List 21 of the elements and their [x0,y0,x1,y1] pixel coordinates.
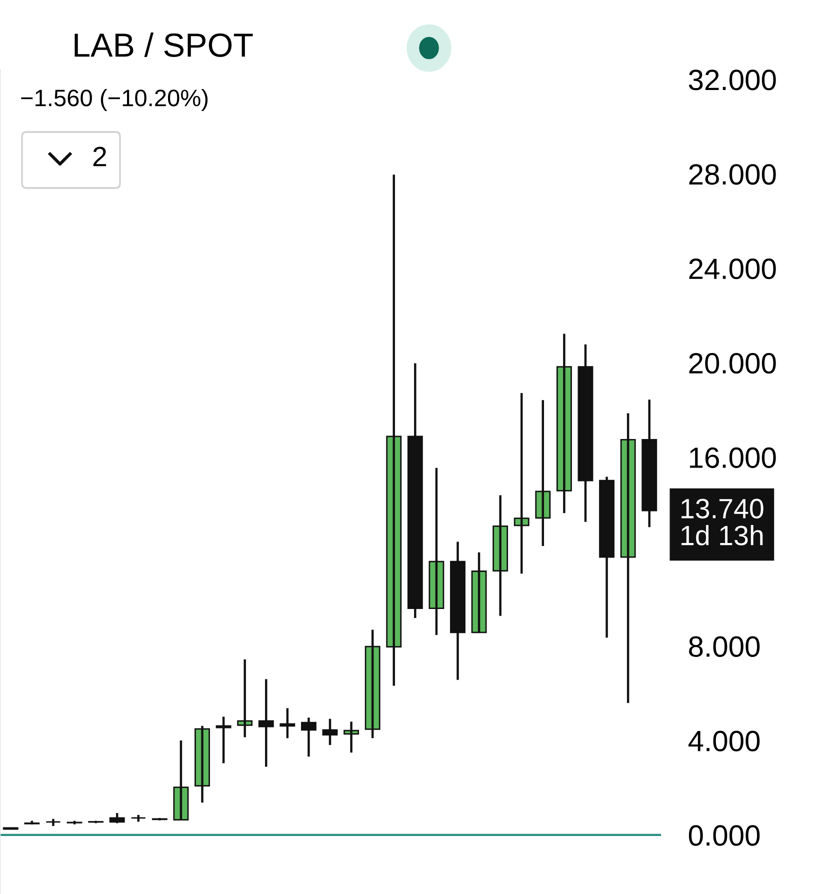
y-tick-label: 20.000 [689,352,776,374]
y-tick-label: 16.000 [690,447,776,468]
y-tick-label: 0.000 [688,825,760,846]
candlestick [237,658,253,738]
chart-title: LAB / SPOT [74,32,253,57]
candlestick [216,716,232,764]
candlestick [2,826,18,830]
candlestick [46,818,61,828]
y-tick-label: 32.000 [688,70,776,90]
text: 1d 13h [682,524,763,546]
y-tick-label: 28.000 [689,164,776,185]
candlestick [258,678,274,768]
text: 13.740 [682,498,764,518]
y-tick-label: 24.000 [689,258,776,280]
y-tick-label: 8.000 [689,636,760,657]
y-tick-label: 4.000 [688,730,760,752]
candlestick [24,820,40,826]
text: −1.560 (−10.20%) [21,88,208,111]
candlestick [152,816,168,822]
annotation: 2 [93,146,106,166]
candlestick [130,814,146,823]
